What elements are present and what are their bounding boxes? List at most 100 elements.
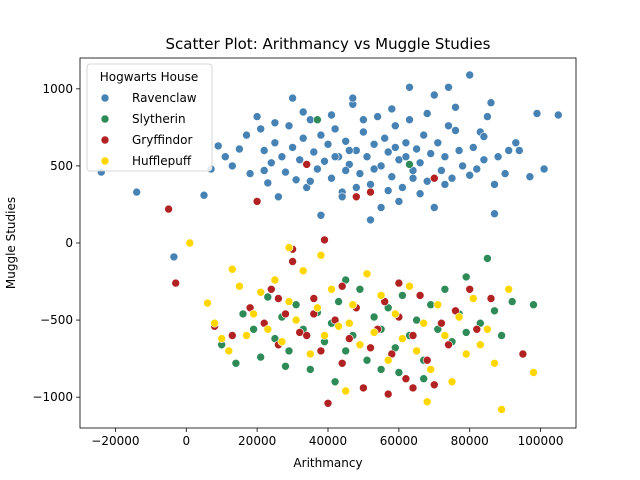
- data-point-ravenclaw: [228, 161, 237, 171]
- data-point-ravenclaw: [465, 170, 475, 180]
- data-point-gryffindor: [344, 334, 354, 343]
- data-point-hufflepuff: [270, 275, 280, 285]
- data-point-ravenclaw: [390, 121, 400, 131]
- data-point-ravenclaw: [504, 146, 514, 155]
- data-point-ravenclaw: [298, 133, 308, 143]
- data-point-ravenclaw: [351, 183, 361, 192]
- data-point-ravenclaw: [394, 155, 404, 165]
- data-point-slytherin: [461, 328, 471, 337]
- data-point-hufflepuff: [291, 315, 301, 325]
- data-point-gryffindor: [295, 328, 305, 337]
- data-point-slytherin: [238, 309, 248, 319]
- data-point-hufflepuff: [376, 291, 386, 300]
- data-point-gryffindor: [408, 331, 418, 340]
- data-point-slytherin: [281, 361, 290, 371]
- data-point-hufflepuff: [447, 377, 457, 387]
- data-point-ravenclaw: [277, 152, 287, 161]
- data-point-ravenclaw: [376, 161, 386, 171]
- data-point-gryffindor: [429, 380, 439, 390]
- data-point-ravenclaw: [380, 133, 390, 143]
- data-point-ravenclaw: [405, 83, 414, 92]
- data-point-ravenclaw: [256, 124, 266, 134]
- x-tick-label: 80000: [451, 434, 489, 448]
- data-point-ravenclaw: [362, 152, 372, 161]
- data-point-gryffindor: [252, 197, 262, 206]
- data-point-gryffindor: [351, 192, 361, 202]
- y-axis-title: Muggle Studies: [4, 197, 18, 289]
- x-tick-label: 0: [182, 434, 190, 448]
- data-point-ravenclaw: [309, 147, 319, 157]
- data-point-gryffindor: [302, 160, 312, 169]
- data-point-gryffindor: [228, 331, 237, 340]
- data-point-slytherin: [313, 115, 322, 124]
- data-point-gryffindor: [383, 389, 393, 399]
- data-point-hufflepuff: [298, 266, 308, 276]
- legend-marker-ravenclaw: [100, 93, 110, 103]
- y-tick-label: 500: [50, 159, 73, 173]
- data-point-hufflepuff: [320, 331, 329, 340]
- data-point-ravenclaw: [266, 158, 276, 168]
- data-point-ravenclaw: [539, 164, 549, 174]
- data-point-ravenclaw: [291, 175, 301, 185]
- data-point-gryffindor: [281, 309, 290, 319]
- data-point-slytherin: [334, 297, 343, 306]
- data-point-ravenclaw: [366, 215, 375, 225]
- legend-marker-hufflepuff: [100, 156, 110, 166]
- data-point-ravenclaw: [359, 127, 368, 137]
- data-point-ravenclaw: [454, 146, 464, 155]
- data-point-hufflepuff: [228, 264, 237, 274]
- data-point-ravenclaw: [327, 173, 336, 183]
- data-point-hufflepuff: [504, 284, 514, 294]
- data-point-ravenclaw: [330, 124, 340, 134]
- data-point-ravenclaw: [245, 169, 255, 178]
- x-axis: −20000 0 20000 40000 60000 80000 100000: [91, 428, 563, 448]
- data-point-ravenclaw: [169, 252, 179, 262]
- data-point-ravenclaw: [344, 146, 354, 155]
- x-tick-label: −20000: [91, 434, 139, 448]
- data-point-ravenclaw: [483, 112, 492, 121]
- data-point-ravenclaw: [458, 161, 467, 171]
- data-point-hufflepuff: [369, 328, 379, 337]
- data-point-ravenclaw: [341, 166, 351, 175]
- legend: Hogwarts House Ravenclaw Slytherin Gryffin…: [86, 63, 213, 172]
- data-point-hufflepuff: [461, 349, 471, 359]
- data-point-hufflepuff: [422, 397, 432, 407]
- legend-items: Ravenclaw Slytherin Gryffindor Hufflepuff: [100, 91, 197, 168]
- data-point-ravenclaw: [320, 157, 329, 166]
- x-tick-label: 60000: [380, 434, 418, 448]
- data-point-ravenclaw: [242, 130, 251, 140]
- data-point-ravenclaw: [447, 173, 457, 183]
- data-point-gryffindor: [337, 281, 347, 291]
- data-point-hufflepuff: [355, 340, 365, 350]
- data-point-hufflepuff: [341, 386, 351, 396]
- data-point-hufflepuff: [348, 300, 358, 310]
- data-point-hufflepuff: [235, 281, 244, 291]
- data-point-ravenclaw: [429, 203, 439, 212]
- data-point-slytherin: [461, 272, 471, 282]
- data-point-ravenclaw: [274, 192, 283, 202]
- data-point-gryffindor: [323, 398, 333, 408]
- data-point-ravenclaw: [327, 110, 336, 120]
- data-point-gryffindor: [359, 383, 368, 393]
- data-point-ravenclaw: [387, 104, 397, 114]
- data-point-ravenclaw: [295, 155, 305, 165]
- points-layer: [97, 70, 563, 414]
- data-point-gryffindor: [422, 355, 432, 365]
- y-tick-label: −1000: [32, 390, 73, 404]
- legend-label-hufflepuff: Hufflepuff: [132, 154, 192, 168]
- data-point-ravenclaw: [490, 209, 499, 218]
- data-point-ravenclaw: [263, 178, 273, 188]
- data-point-ravenclaw: [281, 167, 290, 177]
- data-point-gryffindor: [401, 374, 411, 384]
- data-point-ravenclaw: [390, 143, 400, 152]
- data-point-ravenclaw: [405, 115, 414, 124]
- data-point-hufflepuff: [405, 281, 414, 291]
- data-point-ravenclaw: [359, 115, 368, 124]
- data-point-slytherin: [263, 292, 273, 302]
- data-point-slytherin: [507, 297, 517, 306]
- data-point-hufflepuff: [256, 287, 266, 297]
- data-point-ravenclaw: [323, 140, 333, 149]
- data-point-ravenclaw: [369, 164, 379, 174]
- data-point-hufflepuff: [334, 321, 343, 331]
- data-point-ravenclaw: [553, 110, 563, 120]
